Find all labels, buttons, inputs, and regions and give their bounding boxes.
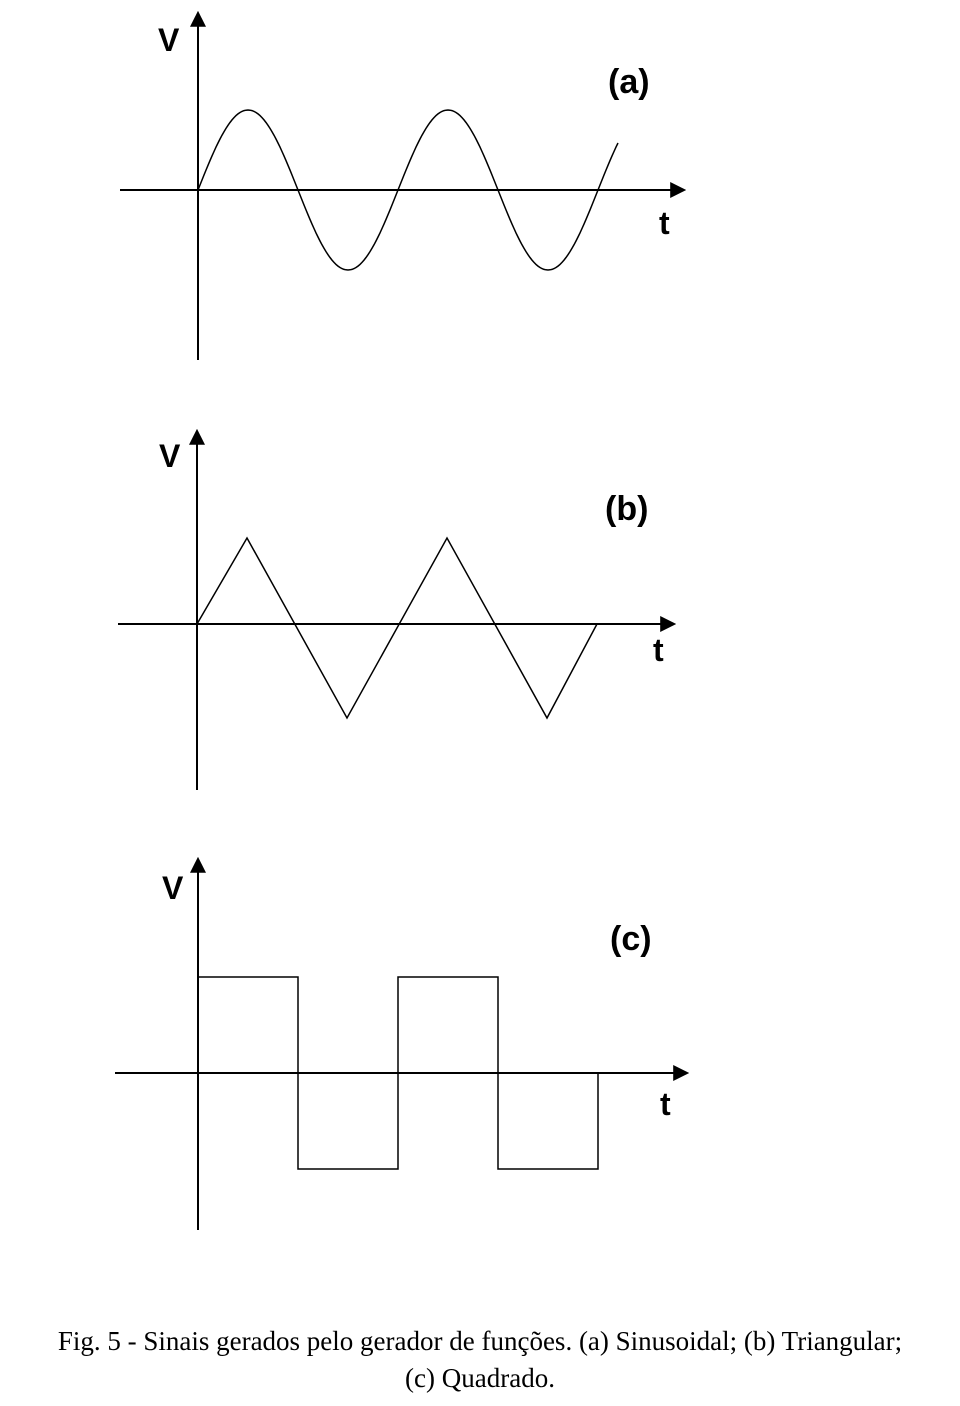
panel-c-y-label: V: [162, 870, 183, 907]
panel-b-x-label: t: [653, 632, 664, 669]
caption-line1: Sinais gerados pelo gerador de funções. …: [143, 1326, 902, 1356]
panel-c-label: (c): [610, 920, 652, 959]
panel-a-label: (a): [608, 63, 650, 102]
figure-svg: [0, 0, 960, 1406]
caption-prefix: Fig. 5 -: [58, 1326, 144, 1356]
figure-caption: Fig. 5 - Sinais gerados pelo gerador de …: [0, 1323, 960, 1396]
panel-a-x-label: t: [659, 205, 670, 242]
panel-c-x-label: t: [660, 1086, 671, 1123]
caption-line2: (c) Quadrado.: [405, 1363, 555, 1393]
figure-page: V t (a) V t (b) V t (c) Fig. 5 - Sinais …: [0, 0, 960, 1406]
panel-a-y-label: V: [158, 22, 179, 59]
panel-b-y-label: V: [159, 438, 180, 475]
panel-b-label: (b): [605, 490, 648, 529]
